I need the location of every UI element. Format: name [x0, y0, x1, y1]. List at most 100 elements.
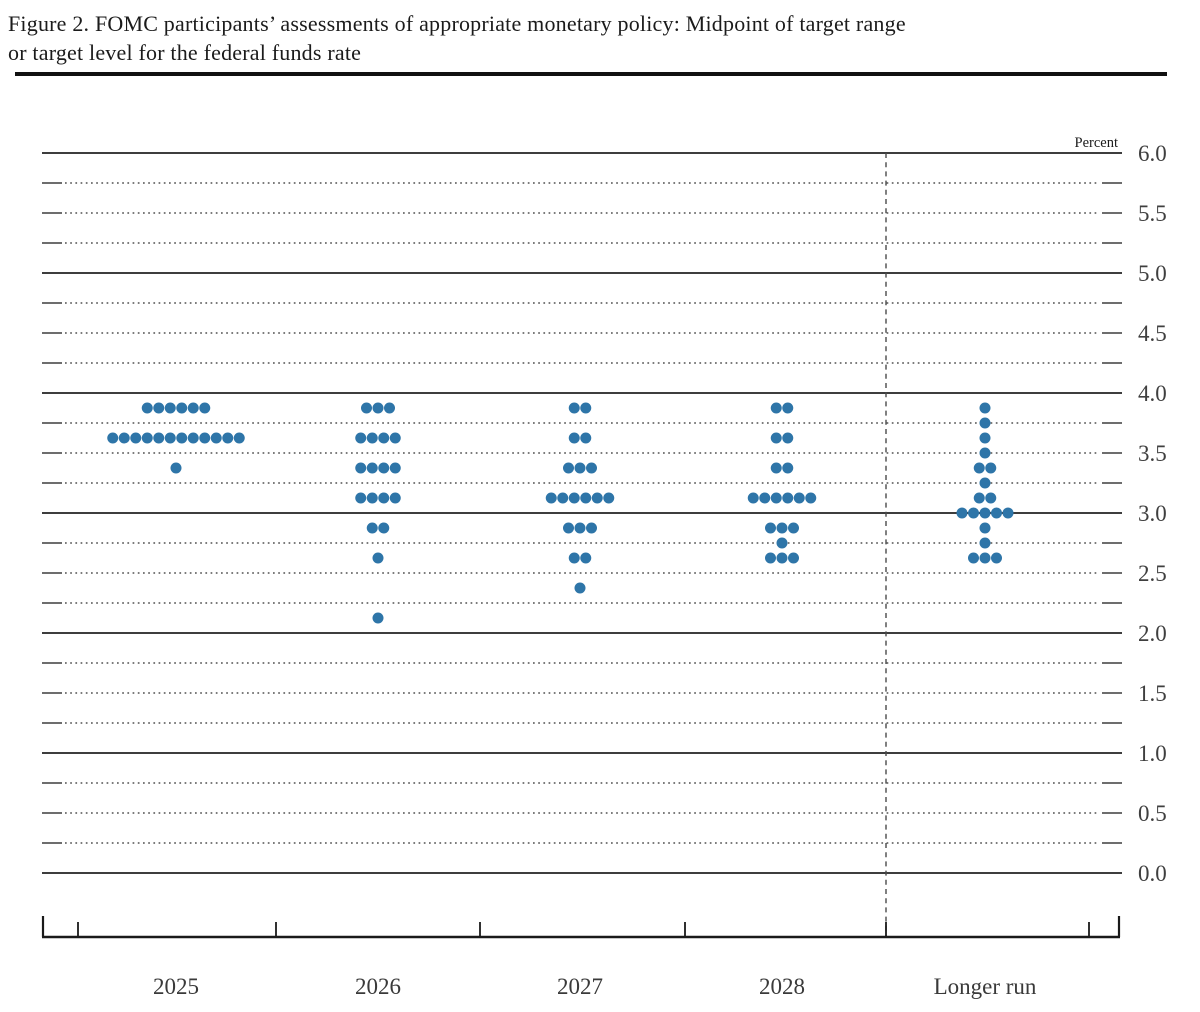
fomc-dot: [574, 462, 586, 474]
y-axis-tick-label: 6.0: [1138, 141, 1167, 166]
fomc-dot: [574, 522, 586, 534]
fomc-dot: [366, 522, 378, 534]
fomc-dot: [765, 552, 776, 564]
fomc-dot: [991, 552, 1002, 564]
fomc-dot: [568, 492, 580, 504]
fomc-dot: [557, 492, 569, 504]
y-axis-tick-label: 4.0: [1138, 381, 1167, 406]
fomc-dot: [979, 417, 991, 429]
fomc-dot: [384, 402, 395, 414]
fomc-dot: [199, 402, 211, 414]
x-axis-category-label: 2025: [153, 974, 199, 999]
fomc-dot: [389, 492, 401, 504]
y-axis-tick-label: 3.0: [1138, 501, 1167, 526]
fomc-dot: [788, 552, 799, 564]
fomc-dot: [107, 432, 119, 444]
y-axis-tick-label: 1.0: [1138, 741, 1167, 766]
fomc-dot: [361, 402, 372, 414]
fomc-dot: [176, 402, 188, 414]
fomc-dot: [776, 522, 788, 534]
percent-label: Percent: [1075, 135, 1118, 151]
fomc-dot: [210, 432, 222, 444]
fomc-dot: [956, 507, 968, 519]
fomc-dot: [782, 432, 794, 444]
figure-title-line-2: or target level for the federal funds ra…: [8, 40, 362, 65]
y-axis-tick-label: 5.5: [1138, 201, 1167, 226]
fomc-dot: [1002, 507, 1014, 519]
fomc-dot: [979, 507, 991, 519]
fomc-dot: [170, 462, 182, 474]
y-axis-tick-label: 2.5: [1138, 561, 1167, 586]
fomc-dot: [580, 492, 592, 504]
fomc-dot: [187, 402, 199, 414]
fomc-dot: [793, 492, 805, 504]
fomc-dot: [378, 522, 390, 534]
x-axis-category-label: 2028: [759, 974, 805, 999]
fomc-dot: [580, 432, 592, 444]
y-axis-tick-label: 0.5: [1138, 801, 1167, 826]
y-axis-tick-label: 1.5: [1138, 681, 1167, 706]
fomc-dot: [776, 552, 788, 564]
fomc-dot: [991, 507, 1002, 519]
y-axis-tick-label: 5.0: [1138, 261, 1167, 286]
fomc-dot: [568, 432, 580, 444]
fomc-dot: [580, 402, 592, 414]
fomc-dot: [574, 582, 586, 594]
fomc-dot: [372, 552, 384, 564]
fomc-dot: [568, 552, 580, 564]
fomc-dot: [586, 462, 597, 474]
fomc-dot: [378, 492, 390, 504]
fomc-dot: [389, 462, 401, 474]
fomc-dot: [355, 492, 367, 504]
fomc-dot: [164, 432, 176, 444]
fomc-dot: [118, 432, 130, 444]
x-axis-category-label: Longer run: [934, 974, 1037, 999]
y-axis-tick-label: 3.5: [1138, 441, 1167, 466]
fomc-dot: [222, 432, 234, 444]
fomc-dot: [979, 477, 991, 489]
fomc-dot: [199, 432, 211, 444]
fomc-dot: [747, 492, 759, 504]
fomc-dot: [141, 402, 153, 414]
fomc-dot: [563, 462, 574, 474]
fomc-dot: [973, 492, 985, 504]
fomc-dot: [187, 432, 199, 444]
x-axis-category-label: 2027: [557, 974, 603, 999]
y-axis-tick-label: 2.0: [1138, 621, 1167, 646]
fomc-dot: [591, 492, 603, 504]
fomc-dot: [164, 402, 176, 414]
fomc-dot: [979, 552, 991, 564]
fomc-dot: [372, 612, 384, 624]
fomc-dot: [372, 402, 384, 414]
fomc-dot: [389, 432, 401, 444]
fomc-dot: [366, 462, 378, 474]
fomc-dot: [985, 492, 997, 504]
fomc-dot: [782, 492, 794, 504]
fomc-dot: [979, 402, 991, 414]
fomc-dot: [603, 492, 615, 504]
fomc-dot: [378, 432, 390, 444]
y-axis-tick-label: 4.5: [1138, 321, 1167, 346]
fomc-dot: [141, 432, 153, 444]
fomc-dot: [545, 492, 557, 504]
fomc-dot: [979, 432, 991, 444]
fomc-dot: [782, 462, 794, 474]
figure-title-line-1: Figure 2. FOMC participants’ assessments…: [8, 11, 906, 36]
fomc-dot: [759, 492, 771, 504]
fomc-dot: [568, 402, 580, 414]
fomc-dot: [176, 432, 188, 444]
fomc-dot: [968, 507, 979, 519]
fomc-dot: [770, 402, 782, 414]
fomc-dot: [366, 432, 378, 444]
fomc-dot: [765, 522, 776, 534]
x-axis-category-label: 2026: [355, 974, 401, 999]
fomc-dot: [782, 402, 794, 414]
fomc-dot: [770, 432, 782, 444]
fomc-dot: [805, 492, 817, 504]
fomc-dot: [770, 462, 782, 474]
fomc-dot: [355, 462, 367, 474]
fomc-dot: [378, 462, 390, 474]
fomc-dot: [563, 522, 574, 534]
